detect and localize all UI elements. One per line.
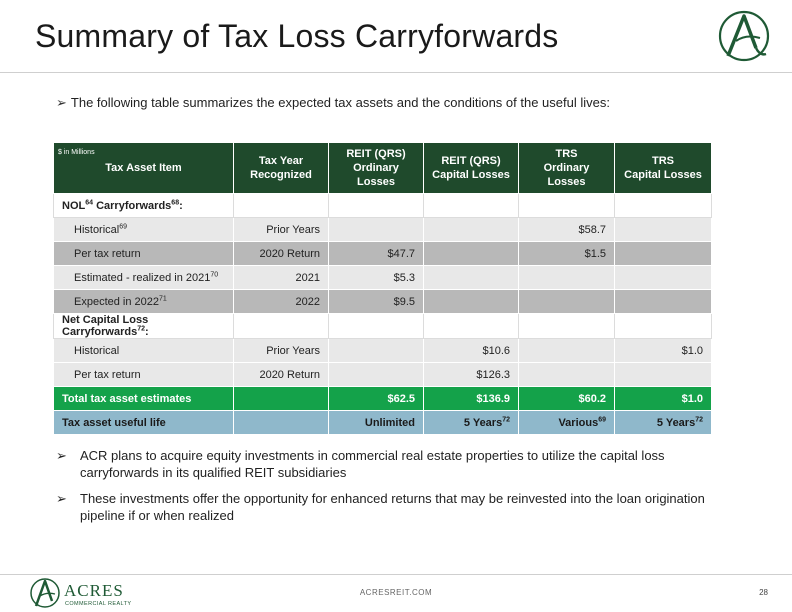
svg-text:ACRES: ACRES [64,581,124,600]
column-header-item: $ in Millions Tax Asset Item [53,142,234,194]
acres-footer-logo: ACRES COMMERCIAL REALTY [30,578,131,608]
bullet-list: ➢ ACR plans to acquire equity investment… [56,447,736,533]
table-row: Per tax return 2020 Return $47.7 $1.5 [53,241,712,266]
intro-text: The following table summarizes the expec… [70,95,610,110]
section-ncl-row: Net Capital Loss Carryforwards72: [53,313,712,339]
units-label: $ in Millions [58,149,95,156]
arrow-bullet-icon: ➢ [56,491,67,506]
table-header-row: $ in Millions Tax Asset Item Tax Year Rec… [53,142,712,194]
intro-line: ➢ The following table summarizes the expe… [56,95,610,111]
arrow-bullet-icon: ➢ [56,448,67,463]
footer-divider [0,574,792,575]
column-header-reit-capital: REIT (QRS) Capital Losses [423,142,519,194]
arrow-bullet-icon: ➢ [56,95,67,110]
column-header-trs-ordinary: TRS Ordinary Losses [518,142,615,194]
footer-url[interactable]: ACRESREIT.COM [359,588,433,597]
svg-text:COMMERCIAL REALTY: COMMERCIAL REALTY [65,601,131,607]
table-row: Historical Prior Years $10.6 $1.0 [53,338,712,363]
column-header-reit-ordinary: REIT (QRS) Ordinary Losses [328,142,424,194]
title-divider [0,72,792,73]
page-title: Summary of Tax Loss Carryforwards [35,18,559,54]
table-row: Expected in 202271 2022 $9.5 [53,289,712,314]
tax-assets-table: $ in Millions Tax Asset Item Tax Year Rec… [53,142,712,435]
table-row: Historical69 Prior Years $58.7 [53,217,712,242]
acres-logo-icon [718,10,770,62]
useful-life-row: Tax asset useful life Unlimited 5 Years7… [53,410,712,435]
table-row: Estimated - realized in 202170 2021 $5.3 [53,265,712,290]
column-header-trs-capital: TRS Capital Losses [614,142,712,194]
list-item: ➢ ACR plans to acquire equity investment… [56,448,665,480]
table-row: Per tax return 2020 Return $126.3 [53,362,712,387]
total-row: Total tax asset estimates $62.5 $136.9 $… [53,386,712,411]
list-item: ➢ These investments offer the opportunit… [56,491,705,523]
page-number: 28 [759,588,768,597]
section-nol-row: NOL64 Carryforwards68: [53,193,712,218]
section-ncl-label: Net Capital Loss Carryforwards72: [53,313,234,339]
section-nol-label: NOL64 Carryforwards68: [53,193,234,218]
column-header-year: Tax Year Recognized [233,142,329,194]
